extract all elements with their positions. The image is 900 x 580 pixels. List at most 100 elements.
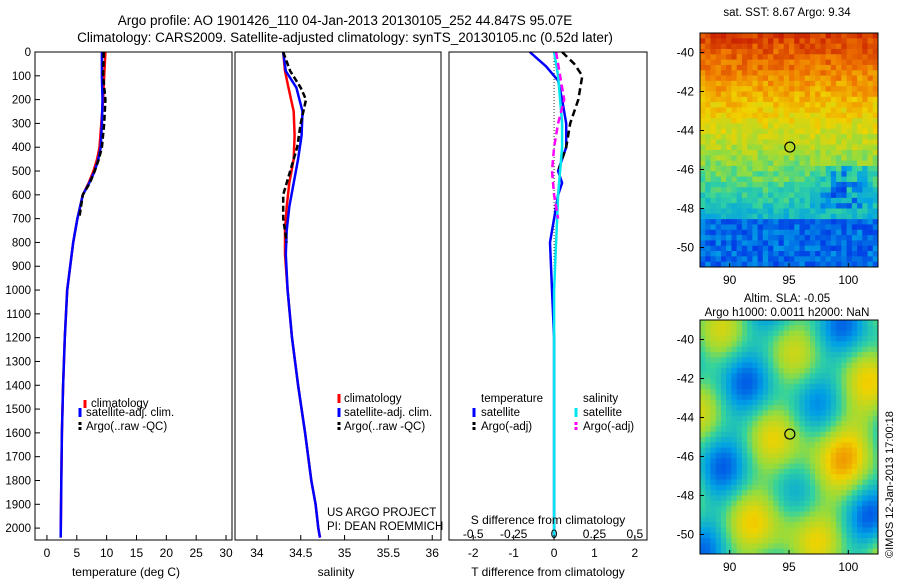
heatmap-cell xyxy=(799,208,806,215)
heatmap-cell xyxy=(773,320,779,326)
heatmap-cell xyxy=(773,261,779,268)
heatmap-cell xyxy=(757,235,764,241)
heatmap-cell xyxy=(830,197,837,204)
heatmap-cell xyxy=(762,341,769,347)
heatmap-cell xyxy=(857,80,863,87)
heatmap-cell xyxy=(809,102,816,108)
heatmap-cell xyxy=(700,43,706,50)
heatmap-cell xyxy=(789,176,795,183)
heatmap-cell xyxy=(841,341,847,347)
heatmap-cell xyxy=(846,527,853,534)
heatmap-cell xyxy=(851,463,858,470)
heatmap-cell xyxy=(794,192,800,199)
heatmap-cell xyxy=(836,33,842,39)
heatmap-cell xyxy=(710,48,717,55)
heatmap-cell xyxy=(794,134,800,140)
heatmap-cell xyxy=(705,261,711,268)
heatmap-cell xyxy=(799,351,806,358)
heatmap-cell xyxy=(752,335,758,342)
heatmap-cell xyxy=(720,86,727,92)
heatmap-cell xyxy=(872,181,879,188)
heatmap-cell xyxy=(820,474,827,480)
heatmap-cell xyxy=(836,75,842,82)
heatmap-cell xyxy=(820,335,827,342)
heatmap-cell xyxy=(789,415,795,422)
heatmap-cell xyxy=(846,38,853,45)
heatmap-cell xyxy=(783,86,790,92)
heatmap-cell xyxy=(741,80,748,87)
heatmap-cell xyxy=(872,38,879,45)
heatmap-cell xyxy=(830,495,837,502)
heatmap-cell xyxy=(736,437,743,443)
heatmap-cell xyxy=(736,112,743,119)
heatmap-cell xyxy=(809,506,816,512)
heatmap-cell xyxy=(768,437,774,443)
heatmap-cell xyxy=(710,458,717,464)
heatmap-cell xyxy=(778,245,785,252)
heatmap-cell xyxy=(783,415,790,422)
heatmap-cell xyxy=(867,213,874,220)
heatmap-cell xyxy=(872,463,879,470)
heatmap-cell xyxy=(736,543,743,550)
heatmap-cell xyxy=(815,181,821,188)
sla-map-panel: Altim. SLA: -0.05 Argo h1000: 0.0011 h20… xyxy=(677,293,879,574)
heatmap-cell xyxy=(715,128,722,135)
heatmap-cell xyxy=(851,399,858,406)
heatmap-cell xyxy=(715,405,722,411)
heatmap-cell xyxy=(762,522,769,528)
heatmap-cell xyxy=(799,203,806,209)
heatmap-cell xyxy=(815,399,821,406)
heatmap-cell xyxy=(720,192,727,199)
heatmap-cell xyxy=(757,229,764,236)
heatmap-cell xyxy=(820,144,827,151)
heatmap-cell xyxy=(715,91,722,98)
heatmap-cell xyxy=(862,351,868,358)
heatmap-cell xyxy=(700,123,706,130)
heatmap-cell xyxy=(710,155,717,162)
heatmap-cell xyxy=(752,506,758,512)
heatmap-cell xyxy=(867,447,874,454)
heatmap-cell xyxy=(762,144,769,151)
heatmap-cell xyxy=(809,176,816,183)
heatmap-cell xyxy=(710,160,717,167)
heatmap-cell xyxy=(762,516,769,523)
heatmap-cell xyxy=(867,383,874,390)
heatmap-cell xyxy=(726,378,732,385)
heatmap-cell xyxy=(757,351,764,358)
heatmap-cell xyxy=(715,118,722,124)
heatmap-cell xyxy=(715,176,722,183)
heatmap-cell xyxy=(762,468,769,475)
heatmap-cell xyxy=(804,378,811,385)
heatmap-cell xyxy=(762,187,769,193)
heatmap-cell xyxy=(846,123,853,130)
heatmap-cell xyxy=(830,405,837,411)
heatmap-cell xyxy=(720,102,727,108)
heatmap-cell xyxy=(778,442,785,449)
heatmap-cell xyxy=(720,203,727,209)
heatmap-cell xyxy=(862,500,868,507)
heatmap-cell xyxy=(825,415,832,422)
heatmap-cell xyxy=(830,500,837,507)
heatmap-cell xyxy=(789,437,795,443)
heatmap-cell xyxy=(809,468,816,475)
heatmap-cell xyxy=(857,139,863,146)
heatmap-cell xyxy=(830,235,837,241)
heatmap-cell xyxy=(825,261,832,268)
heatmap-cell xyxy=(778,107,785,114)
heatmap-cell xyxy=(841,346,847,353)
heatmap-cell xyxy=(872,335,879,342)
heatmap-cell xyxy=(820,256,827,263)
heatmap-cell xyxy=(789,245,795,252)
heatmap-cell xyxy=(736,245,743,252)
heatmap-cell xyxy=(741,43,748,50)
heatmap-cell xyxy=(773,330,779,337)
heatmap-cell xyxy=(747,437,753,443)
heatmap-cell xyxy=(862,538,868,544)
heatmap-cell xyxy=(789,452,795,459)
heatmap-cell xyxy=(705,70,711,76)
heatmap-cell xyxy=(705,80,711,87)
heatmap-cell xyxy=(726,426,732,433)
heatmap-cell xyxy=(731,468,738,475)
heatmap-cell xyxy=(726,128,732,135)
heatmap-cell xyxy=(773,484,779,491)
